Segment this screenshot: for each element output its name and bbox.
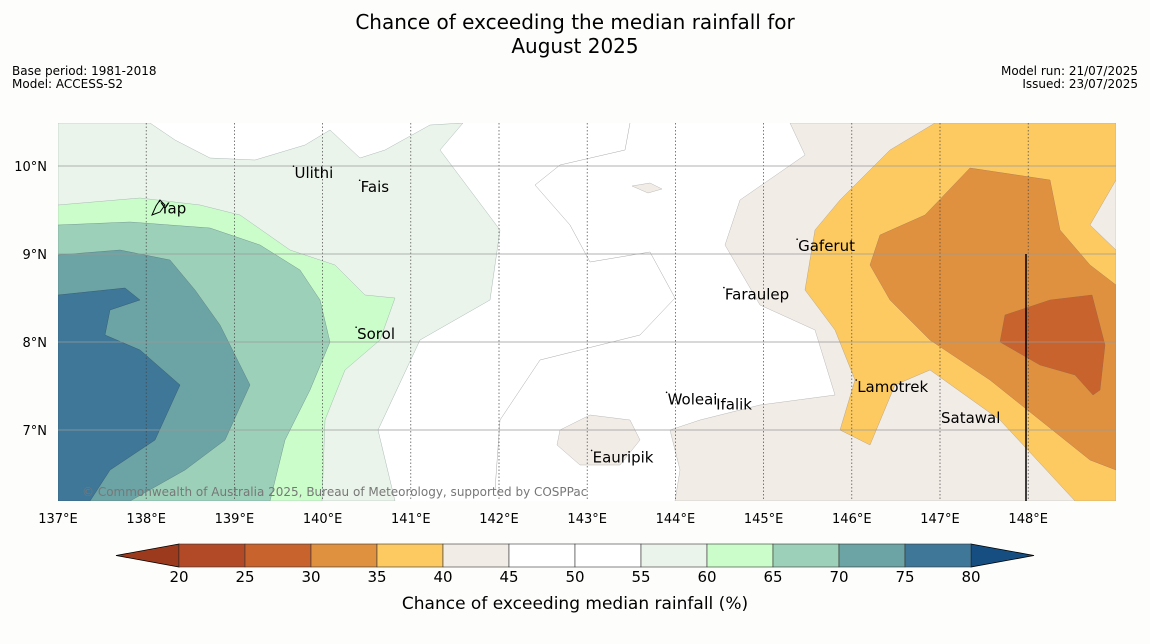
meta-left: Base period: 1981-2018 Model: ACCESS-S2 xyxy=(12,65,157,90)
lon-tick-label: 144°E xyxy=(656,512,696,527)
colorbar-segment xyxy=(706,543,774,568)
colorbar-tick-label: 80 xyxy=(961,568,981,586)
yap-island-outline xyxy=(151,199,166,216)
place-marker xyxy=(855,379,858,381)
colorbar-segment xyxy=(178,543,246,568)
colorbar-segment xyxy=(442,543,510,568)
place-marker xyxy=(355,326,357,329)
colorbar-tick-label: 30 xyxy=(301,568,321,586)
colorbar-tick-label: 35 xyxy=(367,568,387,586)
colorbar-label: Chance of exceeding median rainfall (%) xyxy=(401,594,749,614)
colorbar-segment xyxy=(310,543,378,568)
issued-text: Issued: 23/07/2025 xyxy=(1022,76,1138,91)
lat-tick-label: 8°N xyxy=(23,336,48,351)
map-axes: 137°E 138°E 139°E 140°E 141°E 142°E 143°E 144°E… xyxy=(14,160,1048,527)
colorbar-segment xyxy=(772,543,840,568)
place-marker xyxy=(358,179,361,182)
place-label: Gaferut xyxy=(798,237,855,255)
place-marker xyxy=(714,396,716,399)
colorbar-tick-label: 25 xyxy=(235,568,255,586)
lon-tick-label: 145°E xyxy=(744,512,784,527)
lat-tick-label: 10°N xyxy=(14,160,47,175)
colorbar-segment xyxy=(574,543,642,568)
colorbar-segment xyxy=(640,543,708,568)
lon-tick-label: 137°E xyxy=(38,512,78,527)
colorbar-tick-label: 65 xyxy=(763,568,783,586)
place-marker xyxy=(796,238,798,240)
lon-tick-label: 147°E xyxy=(920,512,960,527)
colorbar-tick-label: 75 xyxy=(895,568,915,586)
meta-right: Model run: 21/07/2025 Issued: 23/07/2025 xyxy=(1001,65,1138,90)
graticule xyxy=(58,123,1116,501)
model-run-text: Model run: 21/07/2025 xyxy=(1000,64,1138,78)
colorbar-tick-label: 55 xyxy=(631,568,651,586)
colorbar-tick-label: 70 xyxy=(829,568,849,586)
lon-tick-label: 139°E xyxy=(215,512,255,527)
place-label: Sorol xyxy=(357,325,395,343)
place-marker xyxy=(939,410,941,412)
colorbar-under-triangle xyxy=(115,543,180,568)
colorbar-tick-label: 60 xyxy=(697,568,717,586)
place-label: Ifalik xyxy=(716,396,752,414)
place-label: Satawal xyxy=(941,409,1000,427)
place-marker xyxy=(292,165,295,167)
copyright-text: © Commonwealth of Australia 2025, Bureau… xyxy=(82,485,587,499)
place-label: Yap xyxy=(159,199,186,217)
colorbar-tick-label: 45 xyxy=(499,568,519,586)
place-marker xyxy=(723,286,725,289)
place-label: Lamotrek xyxy=(857,378,928,396)
place-marker xyxy=(590,449,593,452)
place-label: Ulithi xyxy=(294,164,333,182)
colorbar-segment xyxy=(904,543,972,568)
place-label: Fais xyxy=(361,178,390,196)
place-marker xyxy=(665,391,668,394)
colorbar-tick-label: 50 xyxy=(565,568,585,586)
lon-tick-label: 148°E xyxy=(1008,512,1048,527)
lon-tick-label: 142°E xyxy=(479,512,519,527)
lon-tick-label: 141°E xyxy=(391,512,431,527)
lon-tick-label: 138°E xyxy=(126,512,166,527)
colorbar-over-triangle xyxy=(970,543,1035,568)
colorbar-tick-label: 20 xyxy=(169,568,189,586)
lat-tick-label: 7°N xyxy=(23,424,48,439)
colorbar-segment xyxy=(838,543,906,568)
colorbar xyxy=(115,543,1035,568)
map-title-line2: August 2025 xyxy=(511,34,639,58)
lat-tick-label: 9°N xyxy=(23,248,48,263)
colorbar-tick-label: 40 xyxy=(433,568,453,586)
colorbar-segment xyxy=(508,543,576,568)
colorbar-segment xyxy=(244,543,312,568)
place-label: Eauripik xyxy=(593,448,654,466)
lon-tick-label: 146°E xyxy=(832,512,872,527)
model-text: Model: ACCESS-S2 xyxy=(12,76,124,91)
colorbar-segment xyxy=(376,543,444,568)
lon-tick-label: 140°E xyxy=(303,512,343,527)
place-label: Faraulep xyxy=(725,286,789,304)
base-period-text: Base period: 1981-2018 xyxy=(12,64,157,78)
lon-tick-label: 143°E xyxy=(567,512,607,527)
place-label: Woleai xyxy=(668,390,718,408)
map-title-line1: Chance of exceeding the median rainfall … xyxy=(355,10,795,34)
place-labels: Yap Ulithi Fais Sorol Gaferut Faraulep WoleaiI… xyxy=(158,164,1000,466)
